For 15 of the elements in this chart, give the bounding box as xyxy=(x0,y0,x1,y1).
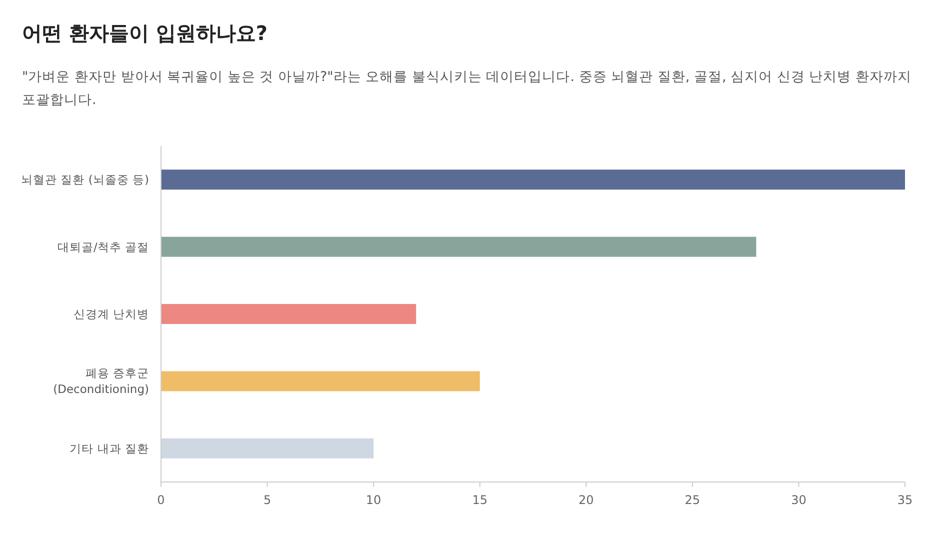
y-tick-label: 폐용 증후군 (Deconditioning) xyxy=(53,366,149,396)
y-tick-label: 대퇴골/척추 골절 xyxy=(57,240,149,254)
chart-title: 어떤 환자들이 입원하나요? xyxy=(22,20,268,47)
x-tick-label: 20 xyxy=(578,493,594,507)
x-tick-label: 5 xyxy=(263,493,272,507)
x-tick-label: 30 xyxy=(791,493,806,507)
y-tick-label: 뇌혈관 질환 (뇌졸중 등) xyxy=(21,172,149,187)
y-tick-label: 신경계 난치병 xyxy=(73,307,149,321)
x-tick-label: 0 xyxy=(157,493,165,507)
x-tick-label: 10 xyxy=(366,493,382,507)
x-tick-label: 25 xyxy=(684,493,700,507)
chart-subtitle: "가벼운 환자만 받아서 복귀율이 높은 것 아닐까?"라는 오해를 불식시키는 데이터입니다. 중증 뇌혈관 질환, 골절, 심지어 신경 난치병 환자까지 포괄합니다. xyxy=(22,68,912,110)
x-tick-label: 15 xyxy=(472,493,488,507)
x-tick-label: 35 xyxy=(897,493,913,507)
y-tick-label: 기타 내과 질환 xyxy=(70,441,149,456)
